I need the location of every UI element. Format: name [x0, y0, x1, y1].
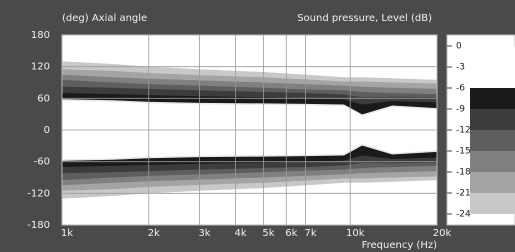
legend: 0 -3 -6 -9 -12 -15 -18 -21 -24	[447, 35, 515, 225]
x-tick-label: 1k	[61, 228, 73, 239]
x-axis-label: Frequency (Hz)	[362, 240, 438, 251]
legend-swatch	[470, 193, 515, 214]
y-tick-label: -60	[34, 157, 50, 168]
page: {"chart_data": { "type": "heatmap", "tit…	[0, 0, 515, 252]
x-tick-label: 20k	[433, 228, 452, 239]
axis-title: (deg) Axial angle	[62, 13, 147, 24]
legend-label: -15	[456, 147, 471, 157]
x-tick-label: 3k	[198, 228, 210, 239]
legend-label: -3	[456, 63, 465, 73]
legend-label: 0	[456, 42, 462, 52]
legend-swatch	[470, 172, 515, 193]
y-tick-label: 0	[44, 125, 50, 136]
legend-swatch	[470, 151, 515, 172]
legend-label: -6	[456, 84, 465, 94]
y-tick-label: -180	[27, 220, 50, 231]
x-tick-label: 7k	[305, 228, 317, 239]
y-tick-label: 60	[37, 93, 50, 104]
legend-label: -18	[456, 168, 471, 178]
x-tick-label: 5k	[262, 228, 274, 239]
legend-swatch	[470, 88, 515, 109]
x-tick-label: 4k	[234, 228, 246, 239]
legend-label: -24	[456, 210, 471, 220]
legend-swatch	[470, 130, 515, 151]
chart: (deg) Axial angle Sound pressure, Level …	[0, 0, 515, 252]
x-tick-label: 2k	[148, 228, 160, 239]
legend-swatch	[470, 46, 515, 67]
y-tick-label: 120	[31, 62, 50, 73]
legend-swatch	[470, 67, 515, 88]
legend-label: -21	[456, 189, 471, 199]
legend-label: -12	[456, 126, 471, 136]
y-tick-label: 180	[31, 30, 50, 41]
x-tick-label: 6k	[285, 228, 297, 239]
legend-label: -9	[456, 105, 465, 115]
x-tick-label: 10k	[346, 228, 365, 239]
chart-subtitle: Sound pressure, Level (dB)	[297, 13, 432, 24]
y-tick-label: -120	[27, 188, 50, 199]
legend-swatch	[470, 109, 515, 130]
